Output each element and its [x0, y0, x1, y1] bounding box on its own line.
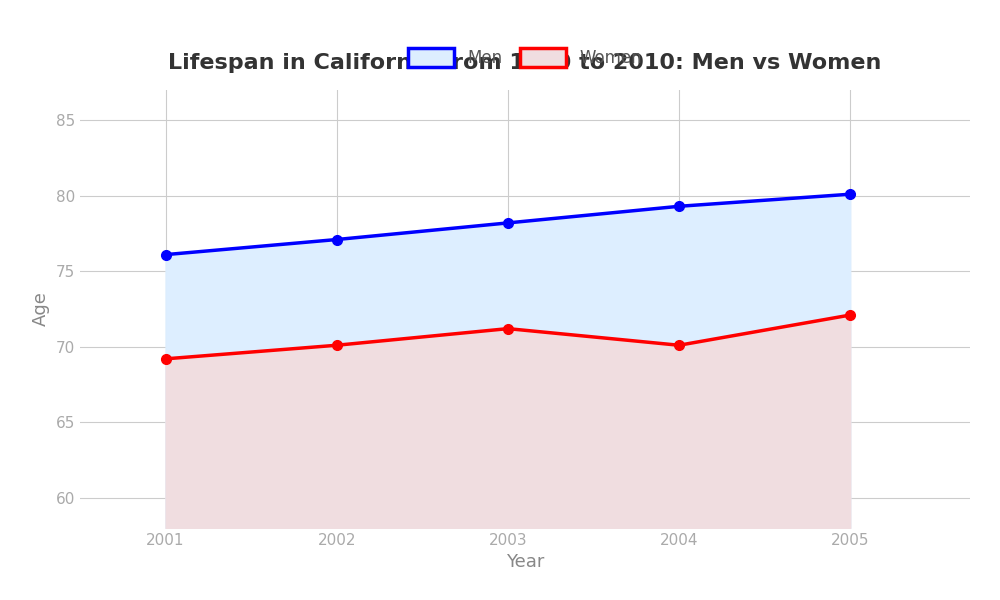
Legend: Men, Women: Men, Women [401, 41, 649, 74]
Women [502, 325, 514, 332]
Line: Women: Women [161, 310, 855, 364]
Women [844, 311, 856, 319]
Women [160, 355, 172, 362]
Men [844, 191, 856, 198]
Men [502, 220, 514, 227]
Line: Men: Men [161, 190, 855, 259]
X-axis label: Year: Year [506, 553, 544, 571]
Y-axis label: Age: Age [32, 292, 50, 326]
Women [673, 341, 685, 349]
Men [160, 251, 172, 258]
Women [331, 341, 343, 349]
Men [331, 236, 343, 243]
Men [673, 203, 685, 210]
Title: Lifespan in California from 1960 to 2010: Men vs Women: Lifespan in California from 1960 to 2010… [168, 53, 882, 73]
